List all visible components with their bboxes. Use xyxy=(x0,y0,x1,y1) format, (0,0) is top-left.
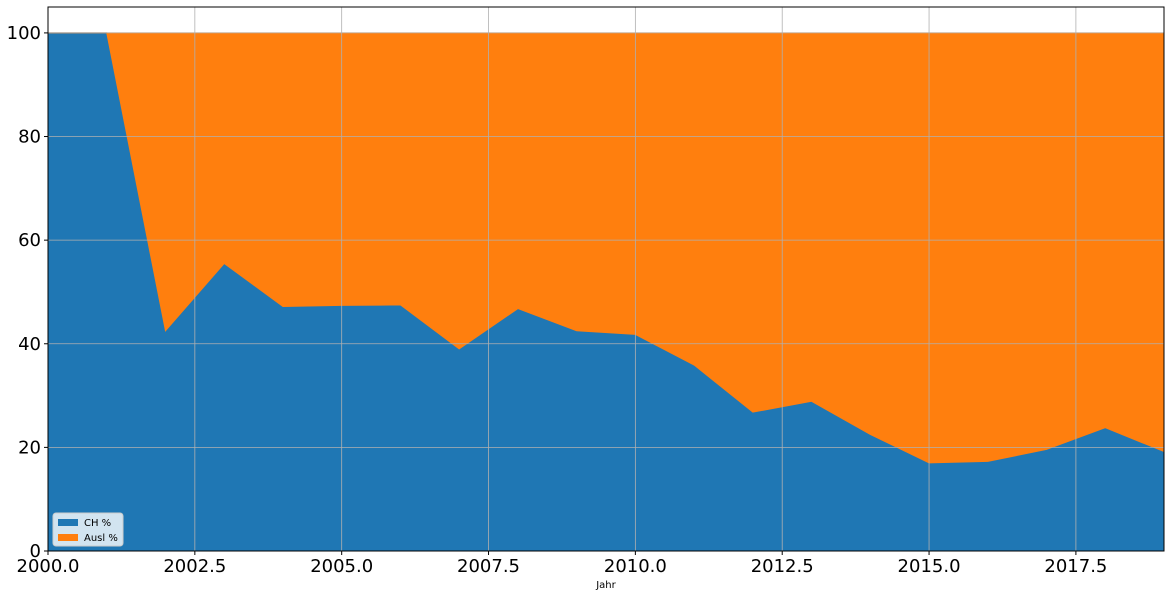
y-tick-label: 20 xyxy=(18,437,41,458)
x-tick-label: 2007.5 xyxy=(457,556,520,577)
x-axis-ticks: 2000.0 2002.5 2005.0 2007.5 2010.0 2012.5 2015… xyxy=(17,551,1107,577)
y-tick-label: 100 xyxy=(7,23,41,44)
legend-label: Ausl % xyxy=(84,533,118,544)
y-tick-label: 80 xyxy=(18,127,41,148)
x-tick-label: 2017.5 xyxy=(1044,556,1107,577)
gridlines xyxy=(47,7,1164,552)
y-tick-label: 0 xyxy=(30,541,41,562)
x-axis-label: Jahr xyxy=(595,580,616,591)
x-tick-label: 2012.5 xyxy=(751,556,814,577)
y-axis-ticks: 0 20 40 60 80 100 xyxy=(7,23,48,562)
x-tick-label: 2010.0 xyxy=(604,556,667,577)
x-tick-label: 2002.5 xyxy=(163,556,226,577)
legend: CH % Ausl % xyxy=(52,512,124,547)
x-tick-label: 2015.0 xyxy=(898,556,961,577)
area-layer xyxy=(47,32,1165,552)
y-tick-label: 60 xyxy=(18,230,41,251)
legend-label: CH % xyxy=(84,518,111,529)
y-tick-label: 40 xyxy=(18,334,41,355)
legend-swatch xyxy=(58,534,78,541)
plot-frame xyxy=(47,6,1165,552)
x-tick-label: 2000.0 xyxy=(17,556,80,577)
x-tick-label: 2005.0 xyxy=(310,556,373,577)
legend-swatch xyxy=(58,519,78,526)
